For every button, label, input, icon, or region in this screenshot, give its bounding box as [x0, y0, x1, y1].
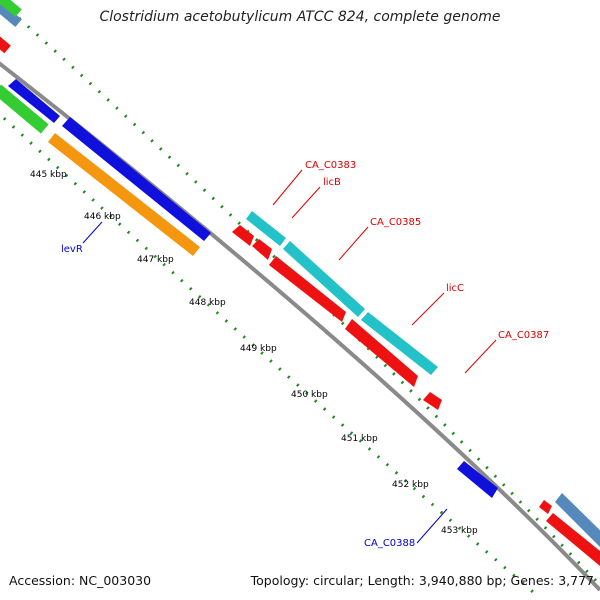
gene-blue-long: [62, 117, 211, 241]
tick-label-452: 452 kbp: [392, 480, 429, 490]
gene-steelblue-br: [555, 493, 600, 547]
tick-label-451: 451 kbp: [341, 434, 378, 444]
gene-labels: CA_C0383 licB CA_C0385 licC CA_C0387 lev…: [61, 160, 549, 549]
gene-label-licC[interactable]: licC: [446, 283, 464, 294]
gene-green-top: [0, 0, 22, 18]
gene-licC-cyan: [361, 312, 438, 375]
gene-licC-red: [345, 319, 418, 387]
red-features: [232, 225, 442, 410]
callout-CA_C0387: [464, 339, 497, 374]
tick-label-450: 450 kbp: [291, 390, 328, 400]
gene-CA_C0385-red: [269, 256, 346, 322]
callout-licC: [411, 292, 445, 326]
tick-label-445: 445 kbp: [30, 170, 67, 180]
blue-orange-features: [8, 79, 211, 256]
tick-label-448: 448 kbp: [189, 298, 226, 308]
gene-label-CA_C0383[interactable]: CA_C0383: [305, 160, 356, 171]
gene-CA_C0385-cyan: [283, 241, 365, 317]
callout-CA_C0385: [338, 226, 369, 261]
gene-green-mid: [0, 84, 49, 134]
gene-label-CA_C0387[interactable]: CA_C0387: [498, 330, 549, 341]
gene-licB-cyan: [246, 211, 286, 246]
gene-label-CA_C0388[interactable]: CA_C0388: [364, 538, 415, 549]
inner-dotted-track: [0, 112, 541, 600]
gene-label-levR[interactable]: levR: [61, 244, 83, 255]
gene-licB-red: [252, 239, 272, 260]
gene-CA_C0387-red: [423, 392, 442, 410]
gene-levR-blue: [8, 79, 60, 123]
genome-info-text: Topology: circular; Length: 3,940,880 bp…: [250, 573, 594, 588]
map-title: Clostridium acetobutylicum ATCC 824, com…: [99, 9, 501, 25]
tick-label-453: 453 kbp: [441, 526, 478, 536]
tick-label-447: 447 kbp: [137, 255, 174, 265]
gene-red-br: [546, 513, 600, 566]
callout-CA_C0383: [272, 169, 303, 206]
callout-licB: [291, 186, 321, 219]
gene-CA_C0383-red: [232, 225, 254, 246]
tick-label-446: 446 kbp: [84, 212, 121, 222]
accession-text: Accession: NC_003030: [9, 573, 152, 588]
tick-label-449: 449 kbp: [240, 344, 277, 354]
cyan-features: [246, 211, 438, 375]
bottom-right-features: [457, 461, 600, 566]
gene-orange: [48, 133, 200, 256]
dotted-tick-tracks: [0, 8, 600, 600]
gene-label-CA_C0385[interactable]: CA_C0385: [370, 217, 421, 228]
gene-label-licB[interactable]: licB: [323, 177, 341, 188]
gene-red-top: [0, 32, 11, 54]
tick-labels: 445 kbp 446 kbp 447 kbp 448 kbp 449 kbp …: [30, 170, 478, 536]
callout-CA_C0388: [416, 508, 448, 544]
gene-CA_C0388-blue: [457, 461, 498, 498]
callout-levR: [82, 221, 103, 244]
gene-red-small-br: [539, 500, 552, 514]
gene-callout-lines: [82, 169, 497, 544]
top-left-features: [0, 0, 49, 134]
gene-steelblue-top: [0, 0, 22, 28]
